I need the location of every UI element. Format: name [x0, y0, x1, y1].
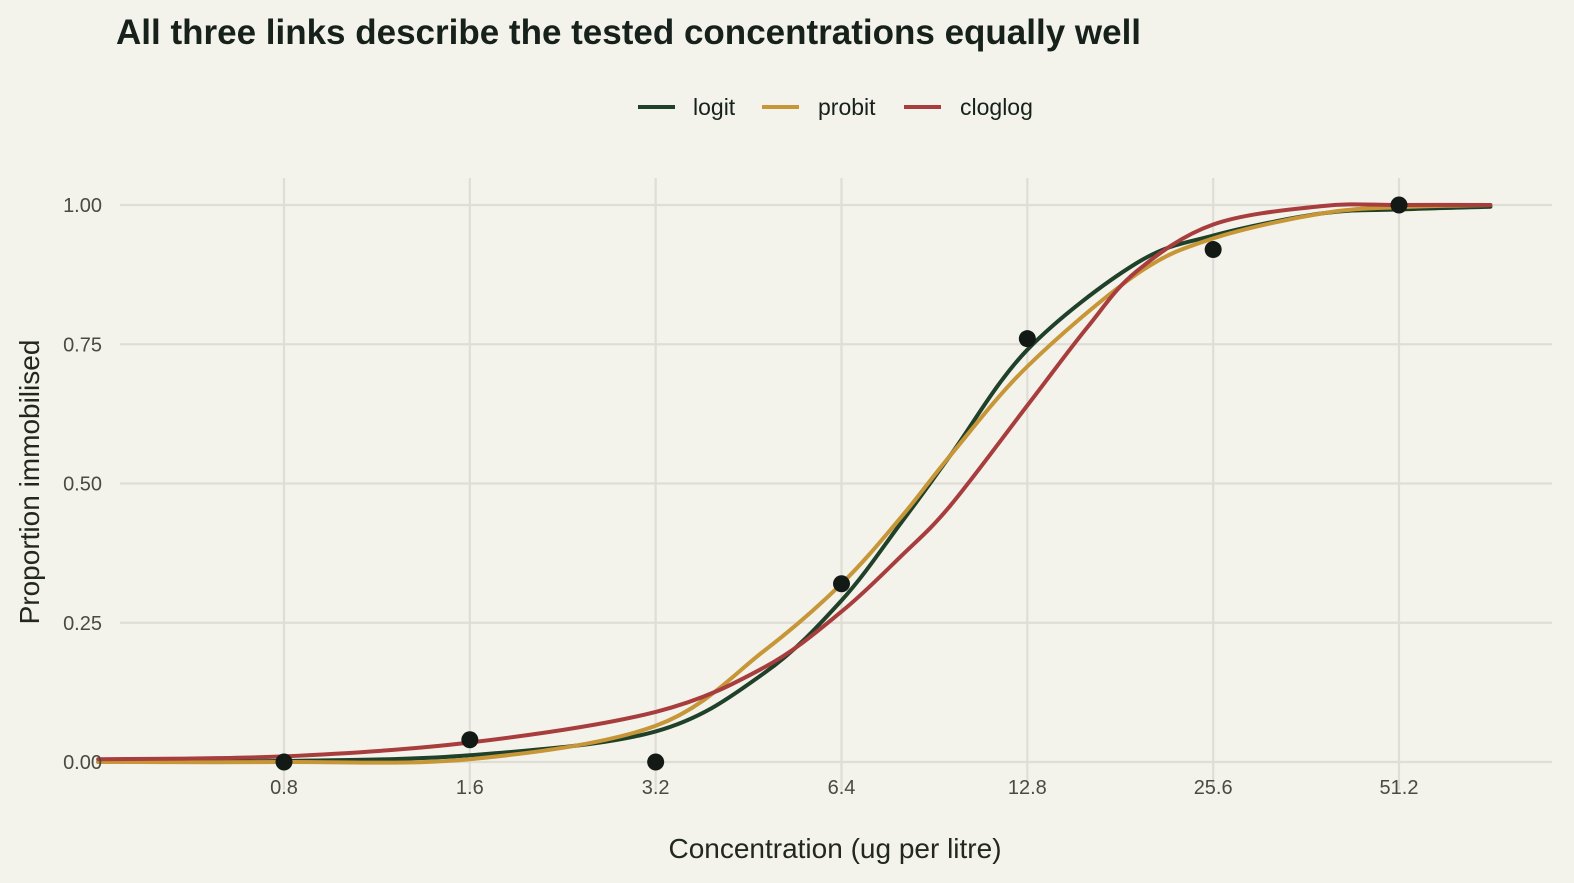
observed-point — [461, 731, 479, 749]
y-gridlines — [120, 203, 1552, 764]
observed-points — [275, 196, 1408, 771]
series-line-probit — [96, 203, 1493, 765]
legend-item-logit: logit — [638, 94, 736, 120]
x-axis-title: Concentration (ug per litre) — [668, 833, 1001, 864]
series-line-cloglog — [96, 202, 1493, 762]
x-tick-label: 0.8 — [270, 777, 298, 799]
chart-title: All three links describe the tested conc… — [116, 13, 1141, 52]
observed-point — [1018, 330, 1036, 348]
observed-point — [275, 753, 293, 771]
observed-point — [1390, 196, 1408, 214]
x-tick-label: 3.2 — [642, 777, 670, 799]
legend-label-logit: logit — [693, 94, 736, 120]
y-tick-label: 0.00 — [63, 752, 102, 774]
observed-point — [833, 575, 850, 593]
x-tick-label: 6.4 — [828, 777, 856, 799]
y-tick-label: 0.25 — [63, 613, 102, 635]
legend: logit probit cloglog — [638, 94, 1033, 120]
x-tick-label: 1.6 — [456, 777, 484, 799]
legend-label-cloglog: cloglog — [960, 94, 1033, 120]
observed-point — [1204, 241, 1222, 259]
y-tick-label: 0.75 — [63, 334, 102, 356]
x-tick-label: 12.8 — [1008, 777, 1047, 799]
y-tick-label: 0.50 — [63, 474, 102, 496]
y-tick-label: 1.00 — [63, 195, 102, 217]
series-lines — [96, 202, 1493, 765]
x-tick-labels: 0.8 1.6 3.2 6.4 12.8 25.6 51.2 — [270, 777, 1418, 799]
x-tick-label: 25.6 — [1194, 777, 1233, 799]
y-axis-title: Proportion immobilised — [14, 340, 45, 625]
legend-item-cloglog: cloglog — [904, 94, 1033, 120]
observed-point — [647, 753, 665, 771]
legend-label-probit: probit — [818, 94, 876, 120]
y-tick-labels: 0.00 0.25 0.50 0.75 1.00 — [63, 195, 102, 774]
legend-item-probit: probit — [762, 94, 876, 120]
x-tick-label: 51.2 — [1380, 777, 1419, 799]
